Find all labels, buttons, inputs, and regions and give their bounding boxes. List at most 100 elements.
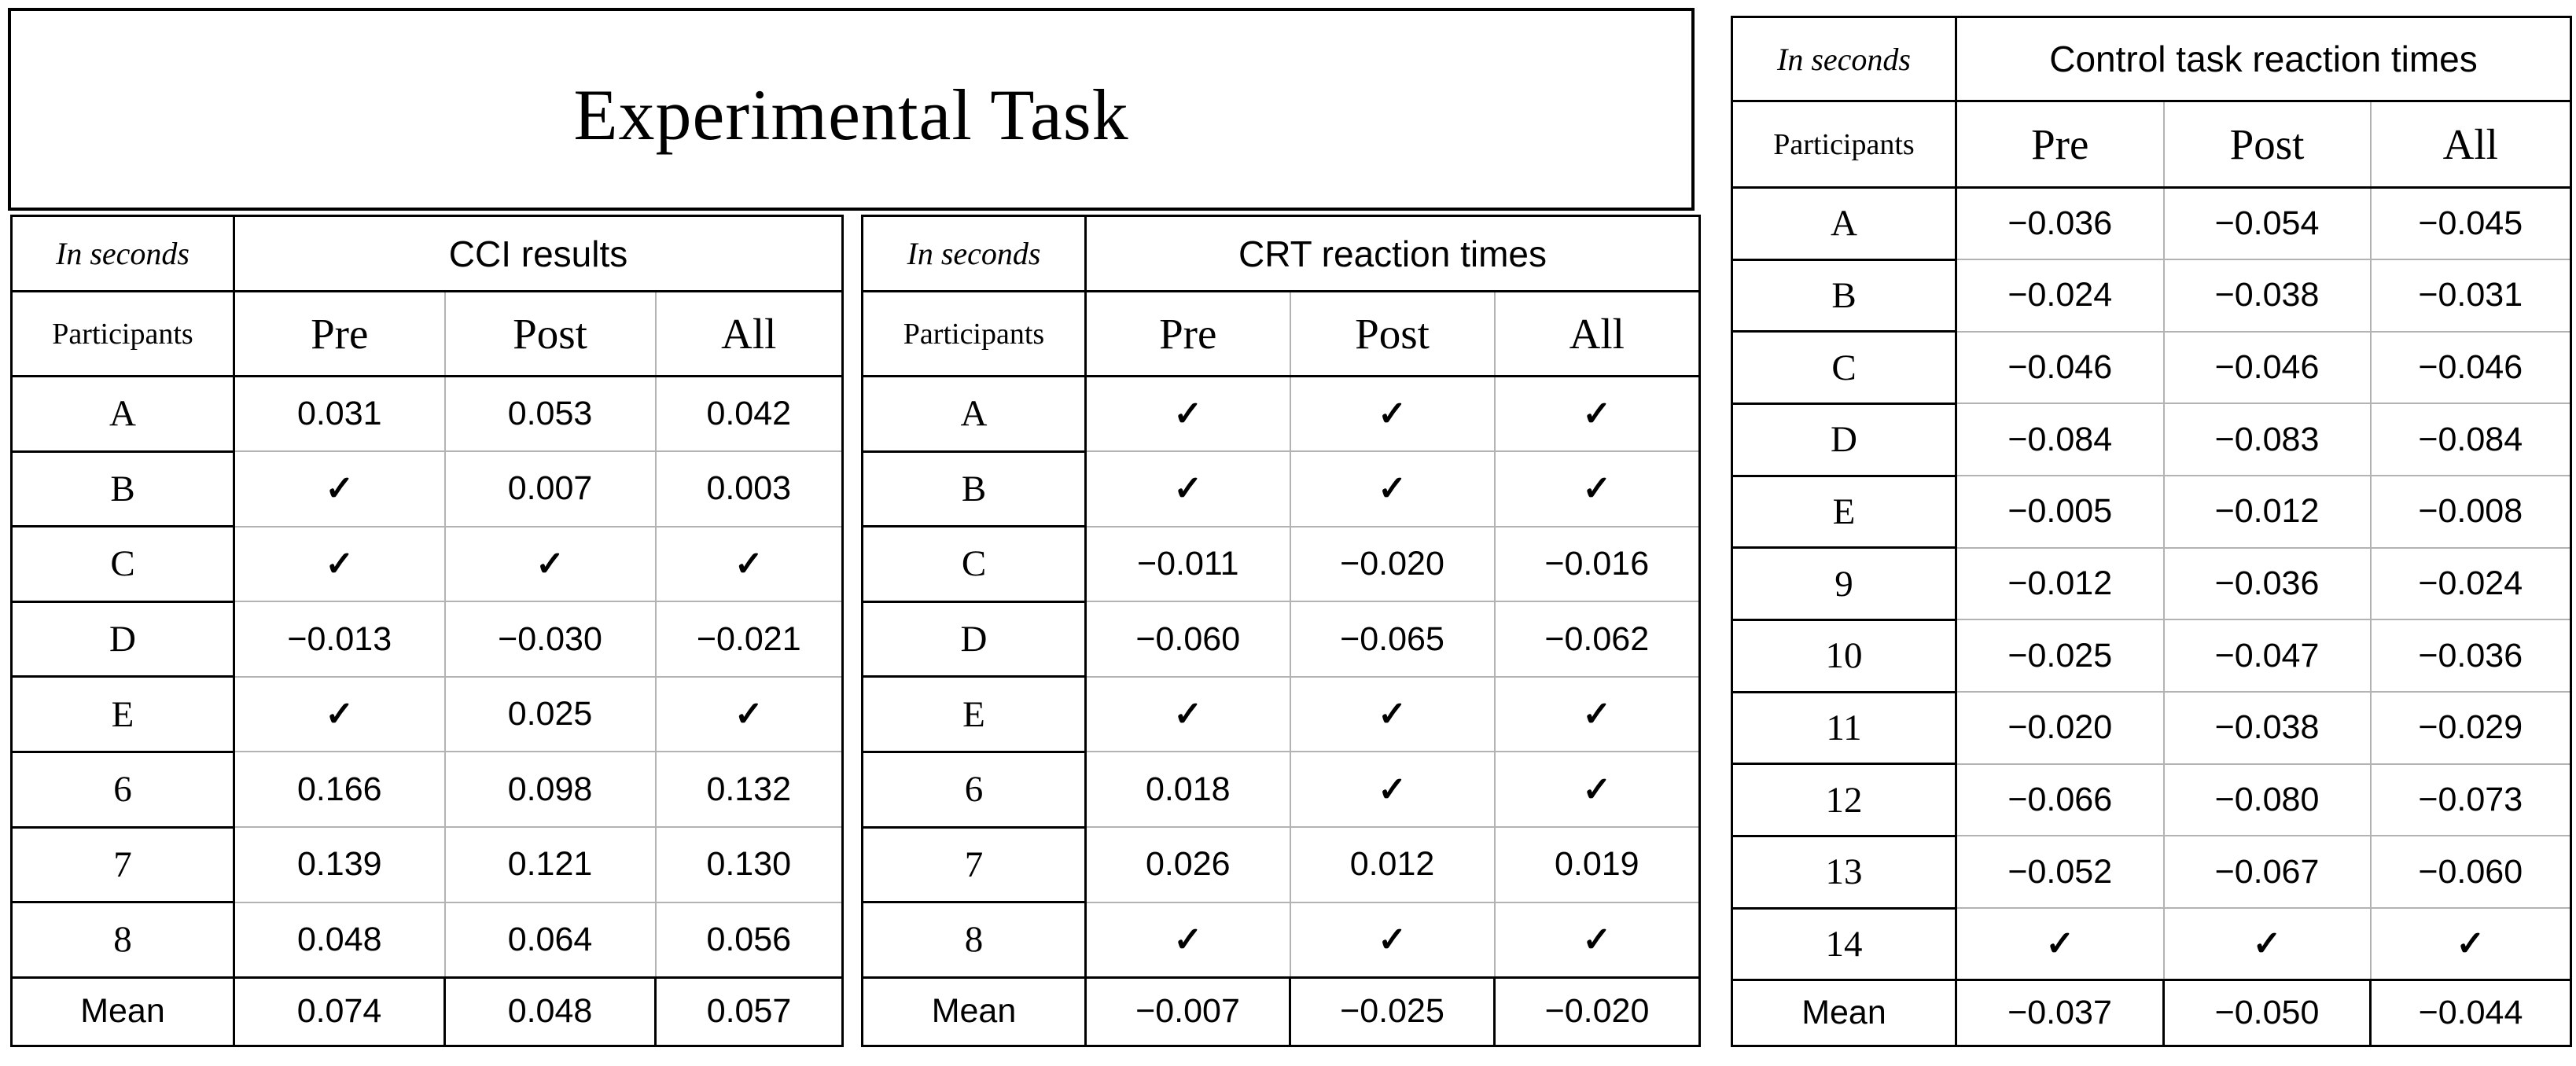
value-cell: −0.036 bbox=[2369, 619, 2572, 693]
column-header-pre: Pre bbox=[1084, 290, 1291, 377]
table-row: D −0.084 −0.083 −0.084 bbox=[1731, 403, 2572, 477]
value-cell: −0.067 bbox=[2162, 835, 2372, 910]
value-cell: −0.025 bbox=[1955, 619, 2165, 693]
value-cell: 0.166 bbox=[233, 751, 446, 829]
value-cell: −0.065 bbox=[1289, 601, 1496, 678]
row-label: A bbox=[861, 375, 1087, 453]
row-label: 10 bbox=[1731, 619, 1957, 693]
row-label: B bbox=[1731, 259, 1957, 333]
value-cell: −0.046 bbox=[2369, 330, 2572, 405]
value-cell: −0.060 bbox=[2369, 835, 2572, 910]
row-label: 12 bbox=[1731, 763, 1957, 837]
table-row: 8 0.048 0.064 0.056 bbox=[10, 901, 844, 979]
column-header-post: Post bbox=[443, 290, 657, 377]
check-mark: ✓ bbox=[1289, 751, 1496, 829]
row-label: 6 bbox=[10, 751, 235, 829]
check-mark: ✓ bbox=[1493, 450, 1701, 527]
table-row: D −0.060 −0.065 −0.062 bbox=[861, 601, 1701, 678]
check-mark: ✓ bbox=[233, 525, 446, 603]
table-row: 10 −0.025 −0.047 −0.036 bbox=[1731, 619, 2572, 693]
check-mark: ✓ bbox=[1493, 675, 1701, 753]
mean-row: Mean 0.074 0.048 0.057 bbox=[10, 976, 844, 1048]
participants-header: Participants bbox=[10, 290, 235, 377]
row-label: A bbox=[1731, 186, 1957, 261]
row-label: E bbox=[1731, 475, 1957, 550]
value-cell: −0.024 bbox=[2369, 546, 2572, 621]
value-cell: 0.018 bbox=[1084, 751, 1291, 829]
value-cell: 0.026 bbox=[1084, 826, 1291, 903]
value-cell: −0.036 bbox=[1955, 186, 2165, 261]
crt-reaction-times-table: In seconds CRT reaction times Participan… bbox=[861, 215, 1702, 1048]
check-mark: ✓ bbox=[1289, 675, 1496, 753]
value-cell: 0.130 bbox=[654, 826, 844, 903]
unit-label: In seconds bbox=[861, 215, 1087, 292]
value-cell: 0.057 bbox=[654, 976, 844, 1047]
value-cell: 0.053 bbox=[443, 375, 657, 453]
check-mark: ✓ bbox=[1084, 450, 1291, 527]
value-cell: −0.038 bbox=[2162, 691, 2372, 765]
value-cell: −0.007 bbox=[1084, 976, 1291, 1047]
value-cell: 0.064 bbox=[443, 901, 657, 979]
row-label: E bbox=[861, 675, 1087, 753]
mean-row: Mean −0.007 −0.025 −0.020 bbox=[861, 976, 1702, 1048]
value-cell: −0.045 bbox=[2369, 186, 2572, 261]
row-label: D bbox=[10, 601, 235, 678]
table-caption: CCI results bbox=[233, 215, 844, 292]
value-cell: −0.046 bbox=[2162, 330, 2372, 405]
table-row: 7 0.139 0.121 0.130 bbox=[10, 826, 844, 904]
page-title: Experimental Task bbox=[573, 75, 1129, 155]
check-mark: ✓ bbox=[1289, 375, 1496, 453]
value-cell: 0.007 bbox=[443, 450, 657, 527]
value-cell: −0.073 bbox=[2369, 763, 2572, 837]
check-mark: ✓ bbox=[1289, 450, 1496, 527]
unit-label: In seconds bbox=[10, 215, 235, 292]
value-cell: −0.013 bbox=[233, 601, 446, 678]
cci-results-table: In seconds CCI results Participants Pre … bbox=[10, 215, 844, 1048]
value-cell: −0.021 bbox=[654, 601, 844, 678]
column-header-row: Participants Pre Post All bbox=[1731, 100, 2572, 189]
value-cell: 0.132 bbox=[654, 751, 844, 829]
table-row: E ✓ 0.025 ✓ bbox=[10, 675, 844, 753]
table-row: 14 ✓ ✓ ✓ bbox=[1731, 907, 2572, 982]
caption-row: In seconds CRT reaction times bbox=[861, 215, 1701, 292]
value-cell: −0.054 bbox=[2162, 186, 2372, 261]
row-label: C bbox=[1731, 330, 1957, 405]
value-cell: −0.062 bbox=[1493, 601, 1701, 678]
row-label: 9 bbox=[1731, 546, 1957, 621]
value-cell: 0.098 bbox=[443, 751, 657, 829]
table-row: 9 −0.012 −0.036 −0.024 bbox=[1731, 546, 2572, 621]
value-cell: −0.029 bbox=[2369, 691, 2572, 765]
value-cell: −0.044 bbox=[2369, 979, 2572, 1047]
table-row: 13 −0.052 −0.067 −0.060 bbox=[1731, 835, 2572, 910]
row-label: A bbox=[10, 375, 235, 453]
value-cell: −0.031 bbox=[2369, 259, 2572, 333]
value-cell: −0.038 bbox=[2162, 259, 2372, 333]
value-cell: −0.066 bbox=[1955, 763, 2165, 837]
row-label: D bbox=[861, 601, 1087, 678]
row-label: 13 bbox=[1731, 835, 1957, 910]
check-mark: ✓ bbox=[1084, 375, 1291, 453]
row-label: 14 bbox=[1731, 907, 1957, 982]
value-cell: −0.046 bbox=[1955, 330, 2165, 405]
table-row: 7 0.026 0.012 0.019 bbox=[861, 826, 1701, 904]
table-row: D −0.013 −0.030 −0.021 bbox=[10, 601, 844, 678]
value-cell: 0.121 bbox=[443, 826, 657, 903]
table-row: C −0.011 −0.020 −0.016 bbox=[861, 525, 1701, 603]
row-label: C bbox=[861, 525, 1087, 603]
row-label: B bbox=[861, 450, 1087, 528]
check-mark: ✓ bbox=[2369, 907, 2572, 981]
table-row: C −0.046 −0.046 −0.046 bbox=[1731, 330, 2572, 405]
table-row: 6 0.166 0.098 0.132 bbox=[10, 751, 844, 829]
value-cell: −0.084 bbox=[2369, 403, 2572, 477]
caption-row: In seconds CCI results bbox=[10, 215, 844, 292]
control-task-grid: In seconds Control task reaction times P… bbox=[1731, 16, 2572, 1047]
row-label: Mean bbox=[10, 976, 235, 1048]
value-cell: 0.042 bbox=[654, 375, 844, 453]
check-mark: ✓ bbox=[233, 675, 446, 753]
row-label: 7 bbox=[861, 826, 1087, 904]
check-mark: ✓ bbox=[2162, 907, 2372, 981]
row-label: 8 bbox=[10, 901, 235, 979]
column-header-row: Participants Pre Post All bbox=[861, 290, 1701, 377]
value-cell: 0.074 bbox=[233, 976, 446, 1047]
